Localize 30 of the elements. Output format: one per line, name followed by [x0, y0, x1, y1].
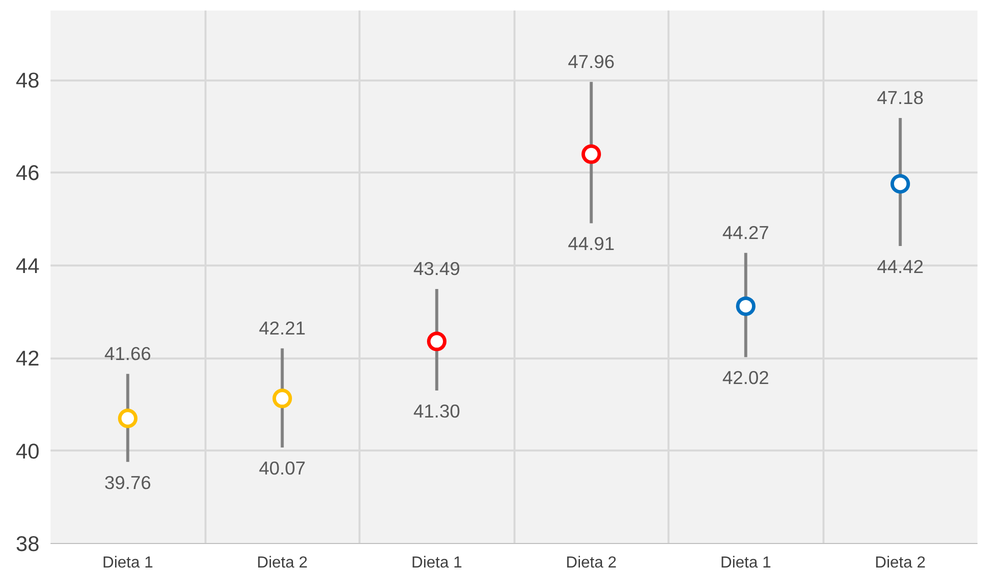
y-tick-label: 46: [16, 161, 40, 186]
x-tick-label: Dieta 2: [566, 554, 617, 572]
point: [890, 174, 910, 194]
annotation: 41.66: [104, 342, 152, 364]
y-tick-label: 40: [16, 439, 40, 464]
annotation: 42.21: [258, 317, 306, 338]
annotation: 44.42: [876, 256, 924, 277]
y-tick-label: 44: [16, 254, 40, 278]
point: [118, 408, 138, 428]
x-tick-label: Dieta 1: [720, 554, 772, 572]
annotation: 44.27: [722, 222, 770, 243]
y-tick-label: 48: [16, 68, 40, 93]
annotation: 47.96: [568, 50, 615, 72]
y-tick-label: 38: [16, 532, 40, 556]
annotation: 43.49: [413, 258, 460, 280]
x-tick-label: Dieta 2: [256, 554, 308, 572]
annotation: 42.02: [722, 367, 770, 388]
x-tick-label: Dieta 1: [411, 554, 462, 572]
annotation: 47.18: [876, 87, 924, 108]
x-tick-label: Dieta 1: [102, 554, 154, 572]
point: [736, 296, 756, 316]
annotation: 41.30: [413, 400, 460, 422]
annotation: 39.76: [104, 472, 152, 493]
point: [582, 144, 601, 164]
annotation: 40.07: [258, 458, 306, 479]
x-tick-label: Dieta 2: [874, 554, 926, 572]
point: [272, 388, 292, 408]
annotation: 44.91: [568, 233, 615, 254]
y-tick-label: 42: [16, 346, 40, 371]
point: [427, 332, 446, 352]
